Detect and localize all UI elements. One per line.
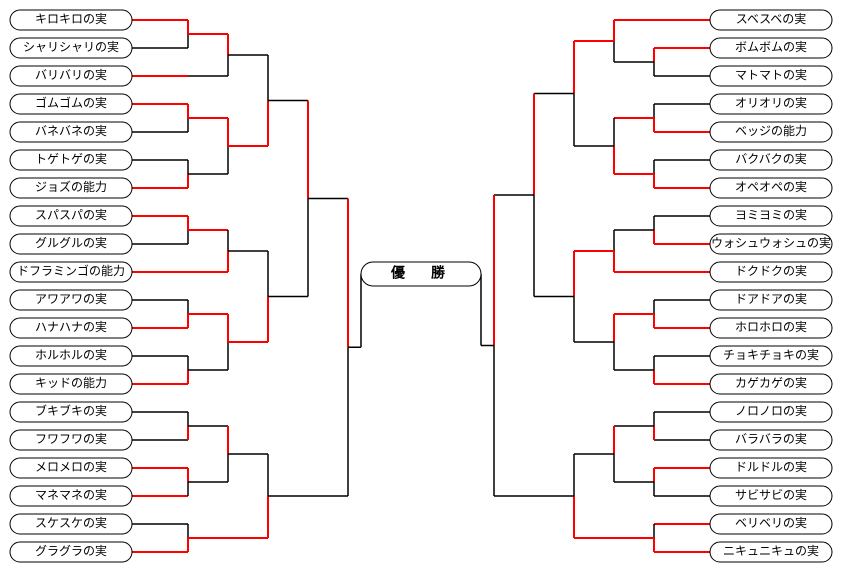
left-seed-7: スパスパの実	[35, 207, 107, 222]
right-seed-2: マトマトの実	[735, 67, 807, 82]
right-seed-10: ドアドアの実	[735, 291, 807, 306]
right-seed-9: ドクドクの実	[735, 263, 807, 278]
left-seed-15: フワフワの実	[35, 431, 107, 446]
right-seed-15: バラバラの実	[735, 431, 807, 446]
right-seed-4: ベッジの能力	[735, 124, 807, 138]
left-seed-12: ホルホルの実	[35, 347, 107, 362]
left-seed-4: バネバネの実	[35, 123, 107, 138]
right-seed-19: ニキュニキュの実	[723, 543, 819, 558]
left-seed-10: アワアワの実	[35, 291, 107, 306]
right-seed-11: ホロホロの実	[735, 319, 807, 334]
left-seed-13: キッドの能力	[35, 376, 107, 390]
right-seed-7: ヨミヨミの実	[735, 207, 807, 222]
left-seed-11: ハナハナの実	[35, 319, 107, 334]
right-seed-17: サビサビの実	[735, 487, 807, 502]
right-seed-3: オリオリの実	[735, 95, 807, 110]
left-seed-9: ドフラミンゴの能力	[17, 263, 125, 278]
right-seed-8: ウォシュウォシュの実	[711, 235, 831, 250]
right-seed-1: ボムボムの実	[735, 39, 807, 54]
left-seed-6: ジョズの能力	[35, 179, 107, 194]
left-seed-19: グラグラの実	[35, 543, 107, 558]
left-seed-8: グルグルの実	[35, 235, 107, 250]
right-seed-14: ノロノロの実	[735, 403, 807, 418]
left-seed-1: シャリシャリの実	[23, 39, 119, 54]
left-seed-2: バリバリの実	[35, 67, 107, 82]
left-seed-17: マネマネの実	[35, 487, 107, 502]
left-seed-3: ゴムゴムの実	[35, 95, 107, 110]
right-seed-0: スベスベの実	[736, 11, 807, 26]
left-seed-16: メロメロの実	[35, 459, 107, 474]
left-seed-14: ブキブキの実	[35, 403, 107, 418]
right-seed-18: ベリベリの実	[735, 515, 807, 530]
left-seed-5: トゲトゲの実	[35, 151, 107, 166]
right-seed-6: オペオペの実	[735, 179, 807, 194]
champion-label: 優 勝	[390, 265, 451, 281]
right-seed-13: カゲカゲの実	[735, 375, 807, 390]
tournament-bracket: キロキロの実シャリシャリの実バリバリの実ゴムゴムの実バネバネの実トゲトゲの実ジョ…	[0, 0, 859, 568]
right-seed-12: チョキチョキの実	[723, 347, 819, 362]
left-seed-0: キロキロの実	[35, 11, 107, 26]
left-seed-18: スケスケの実	[35, 515, 107, 530]
right-seed-5: バクバクの実	[735, 151, 806, 166]
right-seed-16: ドルドルの実	[735, 459, 807, 474]
